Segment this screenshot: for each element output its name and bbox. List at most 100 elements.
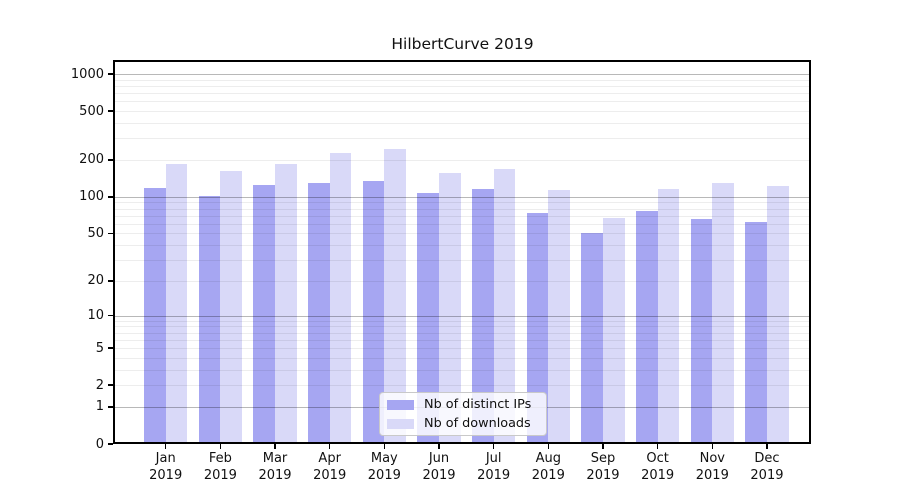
x-tick-mark: [383, 444, 386, 449]
y-tick-mark: [108, 73, 113, 75]
legend-label-distinct-ips: Nb of distinct IPs: [424, 397, 532, 412]
bar-ips-oct: [635, 211, 658, 444]
legend-swatch-distinct-ips: [387, 399, 414, 410]
minor-gridline: [113, 339, 811, 341]
x-tick-mark: [656, 444, 659, 449]
bar-downloads-feb: [220, 171, 243, 444]
y-tick-label: 1000: [70, 66, 104, 82]
bar-downloads-jun: [439, 173, 461, 444]
minor-gridline: [113, 122, 811, 124]
y-tick-label: 100: [79, 189, 104, 205]
y-tick-mark: [108, 196, 113, 198]
x-tick-month: Jun: [428, 451, 450, 466]
x-tick-label: Aug 2019: [516, 451, 580, 484]
legend-item-downloads: Nb of downloads: [387, 416, 536, 431]
x-tick-month: Feb: [208, 451, 232, 466]
minor-gridline: [113, 85, 811, 87]
y-tick-label: 10: [87, 308, 104, 324]
bar-ips-nov: [690, 218, 713, 444]
bars-layer: [113, 60, 811, 444]
x-tick-mark: [274, 444, 276, 449]
minor-gridline: [113, 215, 811, 217]
x-tick-label: Jul 2019: [462, 451, 526, 484]
minor-gridline: [113, 326, 811, 328]
minor-gridline: [113, 357, 811, 359]
y-tick-label: 0: [95, 436, 104, 452]
x-tick-mark: [328, 444, 331, 449]
y-tick-mark: [108, 232, 113, 235]
x-tick-mark: [766, 444, 768, 449]
x-tick-year: 2019: [422, 467, 456, 483]
minor-gridline: [113, 138, 811, 140]
x-tick-month: Dec: [754, 451, 780, 466]
bar-downloads-sep: [602, 218, 625, 444]
bar-ips-jul: [471, 188, 494, 444]
minor-gridline: [113, 260, 811, 262]
legend-item-distinct-ips: Nb of distinct IPs: [387, 397, 536, 412]
minor-gridline: [113, 159, 811, 161]
y-tick-label: 1: [95, 399, 104, 415]
bar-ips-sep: [581, 233, 603, 444]
y-tick-mark: [108, 314, 113, 317]
y-tick-mark: [108, 443, 113, 445]
bar-ips-may: [362, 180, 385, 444]
major-gridline: [113, 74, 811, 75]
x-tick-month: Jan: [155, 451, 176, 466]
x-tick-month: Aug: [535, 451, 561, 466]
x-tick-year: 2019: [695, 467, 729, 483]
bar-downloads-dec: [766, 185, 789, 444]
bar-ips-jun: [417, 193, 439, 444]
y-tick-mark: [108, 384, 113, 386]
x-tick-year: 2019: [531, 467, 565, 483]
y-tick-label: 2: [95, 377, 104, 393]
x-tick-year: 2019: [641, 467, 675, 483]
x-tick-month: Mar: [262, 451, 288, 466]
x-tick-mark: [492, 444, 495, 449]
bar-downloads-aug: [548, 189, 570, 444]
x-tick-label: Feb 2019: [188, 451, 252, 484]
y-tick-mark: [108, 159, 113, 161]
minor-gridline: [113, 332, 811, 334]
y-tick-label: 50: [87, 225, 104, 241]
minor-gridline: [113, 202, 811, 204]
bar-ips-feb: [198, 196, 221, 444]
y-tick-label: 500: [79, 103, 104, 119]
x-tick-month: Sep: [590, 451, 616, 466]
bar-downloads-mar: [275, 163, 297, 444]
x-tick-label: Dec 2019: [735, 451, 799, 484]
bar-ips-mar: [253, 185, 275, 444]
minor-gridline: [113, 93, 811, 95]
x-tick-year: 2019: [313, 467, 347, 483]
x-tick-month: Nov: [699, 451, 725, 466]
minor-gridline: [113, 348, 811, 350]
x-tick-mark: [711, 444, 714, 449]
x-tick-year: 2019: [203, 467, 237, 483]
x-tick-year: 2019: [258, 467, 292, 483]
major-gridline: [113, 196, 811, 198]
minor-gridline: [113, 101, 811, 103]
y-tick-mark: [108, 280, 113, 282]
minor-gridline: [113, 233, 811, 235]
x-tick-label: Oct 2019: [626, 451, 690, 484]
x-tick-year: 2019: [149, 467, 183, 483]
x-tick-year: 2019: [586, 467, 620, 483]
x-tick-label: May 2019: [352, 451, 416, 484]
x-tick-label: Jun 2019: [407, 451, 471, 484]
bar-ips-jan: [144, 188, 166, 444]
bar-ips-aug: [526, 213, 549, 444]
bar-downloads-jul: [493, 168, 516, 444]
x-tick-year: 2019: [367, 467, 401, 483]
x-tick-month: May: [370, 451, 398, 466]
minor-gridline: [113, 245, 811, 247]
minor-gridline: [113, 79, 811, 81]
y-tick-mark: [108, 347, 113, 349]
legend-label-downloads: Nb of downloads: [424, 416, 531, 431]
y-tick-label: 5: [95, 340, 104, 356]
bar-ips-dec: [745, 222, 767, 444]
minor-gridline: [113, 385, 811, 387]
x-tick-label: Nov 2019: [680, 451, 744, 484]
x-tick-mark: [547, 444, 550, 449]
y-tick-mark: [108, 110, 113, 112]
legend: Nb of distinct IPs Nb of downloads: [379, 392, 547, 436]
